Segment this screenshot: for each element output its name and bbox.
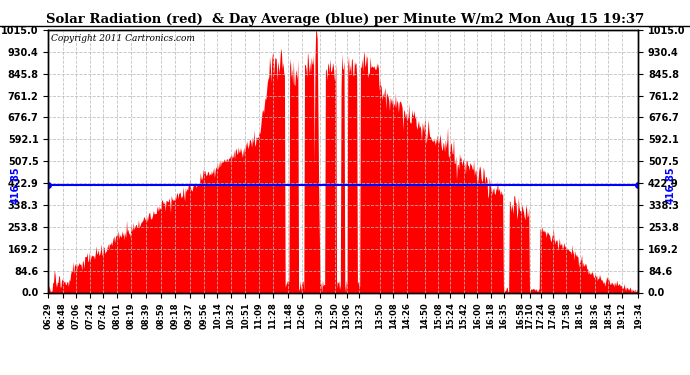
Text: 416.85: 416.85: [11, 166, 21, 204]
Text: 416.85: 416.85: [666, 166, 676, 204]
Text: Copyright 2011 Cartronics.com: Copyright 2011 Cartronics.com: [51, 34, 195, 43]
Text: Solar Radiation (red)  & Day Average (blue) per Minute W/m2 Mon Aug 15 19:37: Solar Radiation (red) & Day Average (blu…: [46, 13, 644, 26]
